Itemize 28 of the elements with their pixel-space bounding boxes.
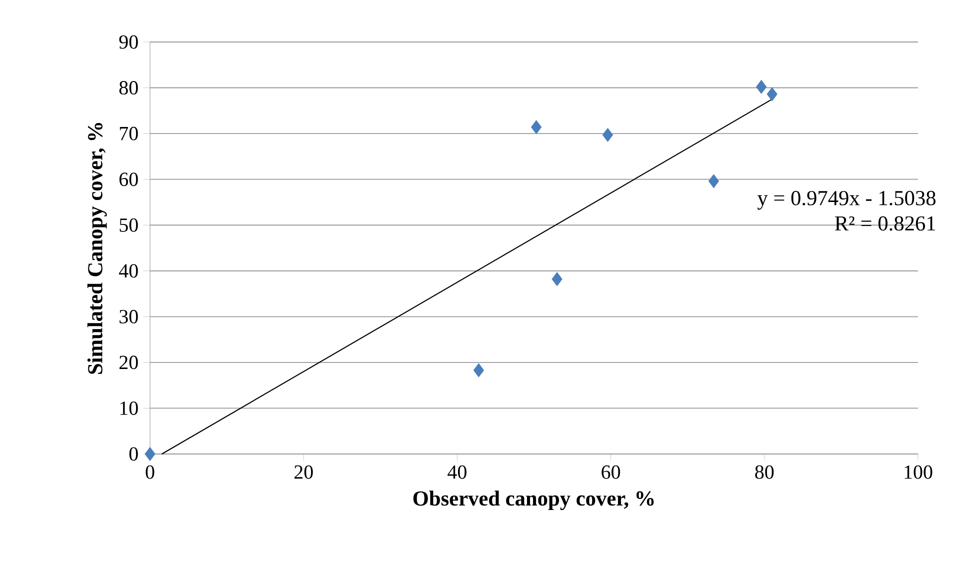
x-tick-label: 40 <box>448 465 466 479</box>
y-tick-label: 40 <box>119 264 138 278</box>
point <box>473 363 484 378</box>
x-tick-label: 60 <box>602 465 620 479</box>
y-tick-label: 20 <box>120 356 138 370</box>
y-tick-label: 90 <box>119 35 138 49</box>
x-tick-label: 20 <box>294 465 313 479</box>
point <box>531 120 542 134</box>
y-tick-label: 10 <box>120 401 138 415</box>
annotation: R² = 0.8261 <box>834 216 936 231</box>
y-tick-label: 30 <box>120 310 138 324</box>
y-tick-label: 0 <box>129 447 138 461</box>
y-tick-label: 60 <box>119 172 138 186</box>
y-tick-label: 70 <box>120 126 138 140</box>
x-axis-title: Observed canopy cover, % <box>413 490 654 510</box>
x-tick-label: 0 <box>146 465 154 479</box>
point <box>144 447 156 461</box>
point <box>552 272 562 286</box>
y-tick-label: 80 <box>119 81 138 95</box>
y-tick-label: 50 <box>120 218 138 232</box>
x-tick-label: 80 <box>755 465 774 479</box>
x-tick-label: 100 <box>904 465 932 479</box>
y-axis-title: Simulated Canopy cover, % <box>87 122 107 374</box>
point <box>708 174 719 188</box>
point <box>756 80 767 94</box>
point <box>766 87 778 102</box>
annotation: y = 0.9749x - 1.5038 <box>757 190 936 210</box>
point <box>602 128 614 142</box>
